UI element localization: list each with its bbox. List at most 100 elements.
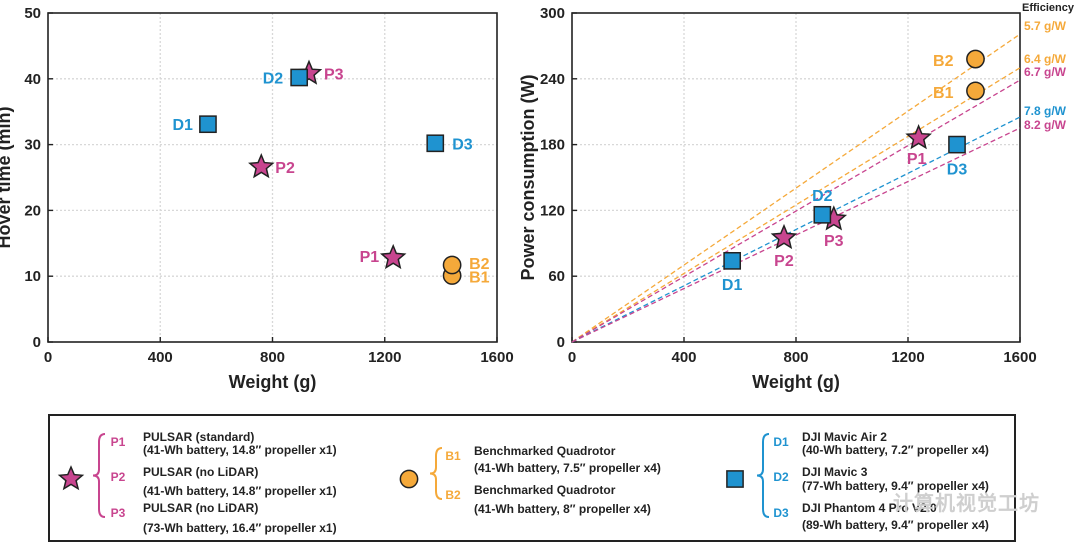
legend-detail: (40-Wh battery, 7.2″ propeller x4) [802, 443, 989, 457]
y-tick-label: 120 [540, 202, 565, 219]
point-label: P1 [907, 151, 927, 168]
x-tick-label: 400 [148, 349, 173, 366]
legend-detail: (73-Wh battery, 16.4″ propeller x1) [143, 521, 337, 535]
point-label: D3 [452, 136, 473, 153]
data-point-p2 [248, 153, 275, 179]
y-tick-label: 0 [33, 334, 41, 351]
legend-detail: (77-Wh battery, 9.4″ propeller x4) [802, 479, 989, 493]
y-axis-title: Hover time (min) [0, 106, 14, 248]
x-tick-label: 800 [783, 349, 808, 366]
y-tick-label: 10 [24, 268, 41, 285]
legend-id: B1 [445, 449, 461, 463]
efficiency-line [571, 116, 1021, 343]
y-tick-label: 20 [24, 202, 41, 219]
x-tick-label: 1200 [368, 349, 401, 366]
square-legend-icon [726, 470, 744, 488]
legend-id: D2 [773, 470, 789, 484]
legend-title: Benchmarked Quadrotor [474, 483, 616, 497]
data-point-b2 [442, 255, 462, 275]
x-tick-label: 1600 [1003, 349, 1036, 366]
legend-detail: (41-Wh battery, 8″ propeller x4) [474, 502, 651, 516]
point-label: D2 [263, 70, 284, 87]
efficiency-line [571, 127, 1021, 343]
legend-box [48, 414, 1016, 542]
x-tick-label: 0 [44, 349, 52, 366]
data-point-p2 [770, 223, 798, 250]
efficiency-title: Efficiency [1022, 2, 1075, 14]
legend-id: P3 [111, 506, 126, 520]
legend-id: B2 [445, 488, 461, 502]
data-point-d1 [199, 115, 217, 134]
legend-detail: (89-Wh battery, 9.4″ propeller x4) [802, 518, 989, 532]
y-tick-label: 180 [540, 137, 565, 154]
data-point-d2 [290, 68, 309, 87]
legend-title: PULSAR (standard) [143, 430, 254, 444]
legend-id: P1 [111, 435, 126, 449]
legend-id: P2 [111, 470, 126, 484]
efficiency-label: 5.7 g/W [1024, 19, 1067, 33]
legend-brace [429, 447, 443, 500]
watermark: 计算机视觉工坊 [893, 493, 1040, 515]
data-point-b2 [966, 49, 985, 69]
x-axis-title: Weight (g) [752, 372, 840, 392]
legend-brace [92, 433, 106, 518]
legend-title: Benchmarked Quadrotor [474, 444, 616, 458]
point-label: P2 [275, 160, 295, 177]
point-label: D3 [947, 162, 968, 179]
legend: P1 PULSAR (standard)(41-Wh battery, 14.8″… [92, 430, 989, 535]
data-point-d3 [948, 135, 966, 154]
legend-id: D1 [773, 435, 789, 449]
circle-legend-icon [399, 469, 419, 489]
x-axis-title: Weight (g) [229, 372, 317, 392]
y-tick-label: 300 [540, 5, 565, 22]
point-label: B1 [469, 270, 490, 287]
efficiency-line [571, 33, 1021, 343]
efficiency-line [571, 67, 1021, 343]
efficiency-label: 6.4 g/W [1024, 52, 1067, 66]
legend-detail: (41-Wh battery, 7.5″ propeller x4) [474, 461, 661, 475]
x-tick-label: 1600 [480, 349, 513, 366]
y-tick-label: 40 [24, 71, 41, 88]
data-point-p1 [379, 243, 407, 270]
y-tick-label: 0 [557, 334, 565, 351]
point-label: P3 [824, 233, 844, 250]
point-label: B2 [933, 53, 954, 70]
y-tick-label: 30 [24, 137, 41, 154]
point-label: B1 [933, 85, 954, 102]
legend-title: DJI Mavic Air 2 [802, 430, 887, 444]
point-label: P3 [324, 67, 344, 84]
efficiency-label: 6.7 g/W [1024, 65, 1067, 79]
point-label: D1 [173, 117, 194, 134]
x-tick-label: 400 [671, 349, 696, 366]
data-point-d3 [426, 134, 445, 153]
y-tick-label: 240 [540, 71, 565, 88]
data-point-d2 [813, 205, 832, 224]
efficiency-line [571, 79, 1021, 343]
legend-detail: (41-Wh battery, 14.8″ propeller x1) [143, 443, 337, 457]
x-tick-label: 800 [260, 349, 285, 366]
y-tick-label: 50 [24, 5, 41, 22]
hover-time-chart: 0 400 800 1200 1600 0 10 20 30 40 50 Weight (g) Hove… [0, 5, 514, 392]
legend-title: DJI Mavic 3 [802, 465, 868, 479]
efficiency-label: 7.8 g/W [1024, 104, 1067, 118]
legend-brace [756, 433, 770, 518]
legend-title: DJI Phantom 4 Pro V2.0 [802, 501, 937, 515]
x-tick-label: 1200 [891, 349, 924, 366]
y-axis-title: Power consumption (W) [518, 75, 538, 281]
legend-title: PULSAR (no LiDAR) [143, 501, 258, 515]
y-tick-label: 60 [548, 268, 565, 285]
star-legend-icon [57, 465, 85, 491]
point-label: B2 [469, 256, 490, 273]
legend-detail: (41-Wh battery, 14.8″ propeller x1) [143, 484, 337, 498]
point-label: P2 [774, 253, 794, 270]
point-label: D1 [722, 277, 743, 294]
power-consumption-chart: 0 400 800 1200 1600 0 60 120 180 240 300 Weight (g)… [518, 2, 1075, 392]
point-label: D2 [812, 188, 833, 205]
data-point-p1 [905, 124, 932, 150]
x-tick-label: 0 [568, 349, 576, 366]
legend-title: PULSAR (no LiDAR) [143, 465, 258, 479]
legend-id: D3 [773, 506, 789, 520]
efficiency-label: 8.2 g/W [1024, 118, 1067, 132]
point-label: P1 [360, 249, 380, 266]
